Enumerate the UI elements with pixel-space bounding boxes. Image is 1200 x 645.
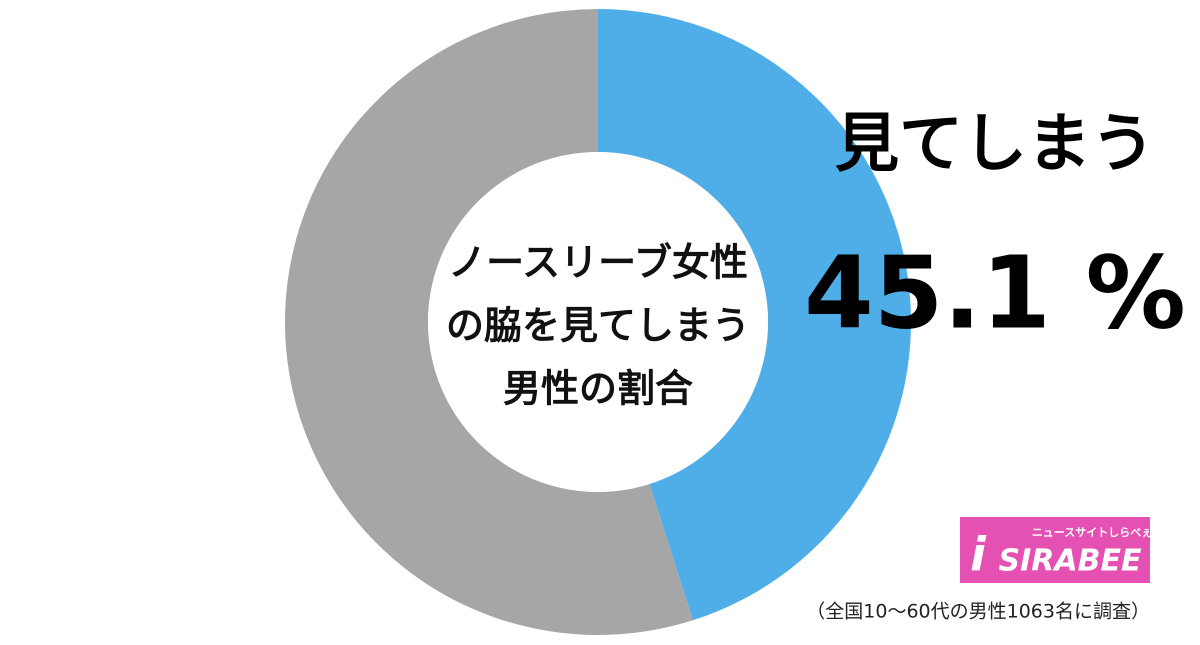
- footnote: （全国10〜60代の男性1063名に調査）: [806, 601, 1150, 623]
- logo-tagline: ニュースサイトしらべぇ: [1032, 526, 1152, 539]
- center-label: 男性の割合: [503, 367, 693, 411]
- donut-hole: [428, 152, 768, 492]
- donut-segment: [285, 9, 693, 635]
- logo-name: SIRABEE: [999, 544, 1142, 579]
- value-label: 45.1 %: [804, 234, 1186, 351]
- logo-icon: i: [970, 528, 987, 582]
- center-label: の脇を見てしまう: [446, 304, 750, 348]
- donut-segment: [598, 9, 912, 621]
- category-label: 見てしまう: [835, 108, 1155, 182]
- logo-background: [960, 517, 1150, 583]
- logo: ニュースサイトしらべぇ SIRABEE i: [960, 517, 1152, 583]
- center-label: ノースリーブ女性: [448, 241, 748, 285]
- donut: [285, 9, 912, 635]
